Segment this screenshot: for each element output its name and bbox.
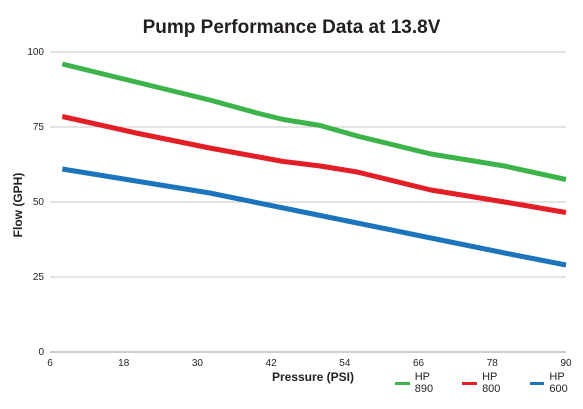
legend-label-hp-600: HP 600 bbox=[549, 371, 568, 395]
y-tick-label: 50 bbox=[33, 197, 45, 208]
y-tick-label: 75 bbox=[33, 122, 45, 133]
y-tick-label: 0 bbox=[38, 347, 44, 358]
legend: HP 890 HP 800 HP 600 bbox=[395, 371, 583, 395]
y-axis-label: Flow (GPH) bbox=[11, 172, 25, 238]
x-tick-label: 6 bbox=[47, 358, 53, 369]
x-tick-label: 90 bbox=[560, 358, 572, 369]
series-line-hp-890 bbox=[61, 61, 567, 182]
legend-swatch-hp-800 bbox=[462, 381, 478, 385]
y-tick-label: 100 bbox=[27, 47, 44, 58]
x-tick-label: 78 bbox=[487, 358, 499, 369]
chart-title: Pump Performance Data at 13.8V bbox=[142, 17, 441, 38]
x-tick-label: 18 bbox=[118, 358, 130, 369]
x-tick-label: 42 bbox=[266, 358, 278, 369]
legend-item-hp-800: HP 800 bbox=[462, 371, 515, 395]
x-tick-label: 30 bbox=[192, 358, 204, 369]
series-line-hp-600 bbox=[61, 166, 567, 268]
x-tick-label: 54 bbox=[339, 358, 351, 369]
legend-swatch-hp-890 bbox=[395, 381, 410, 385]
legend-item-hp-890: HP 890 bbox=[395, 371, 448, 395]
x-axis-label: Pressure (PSI) bbox=[271, 370, 355, 384]
series-line-hp-800 bbox=[61, 114, 567, 215]
x-tick-label: 66 bbox=[413, 358, 425, 369]
legend-item-hp-600: HP 600 bbox=[529, 371, 583, 395]
legend-label-hp-890: HP 890 bbox=[414, 371, 434, 395]
y-tick-label: 25 bbox=[33, 272, 45, 283]
legend-swatch-hp-600 bbox=[529, 381, 545, 385]
legend-label-hp-800: HP 800 bbox=[482, 371, 501, 395]
